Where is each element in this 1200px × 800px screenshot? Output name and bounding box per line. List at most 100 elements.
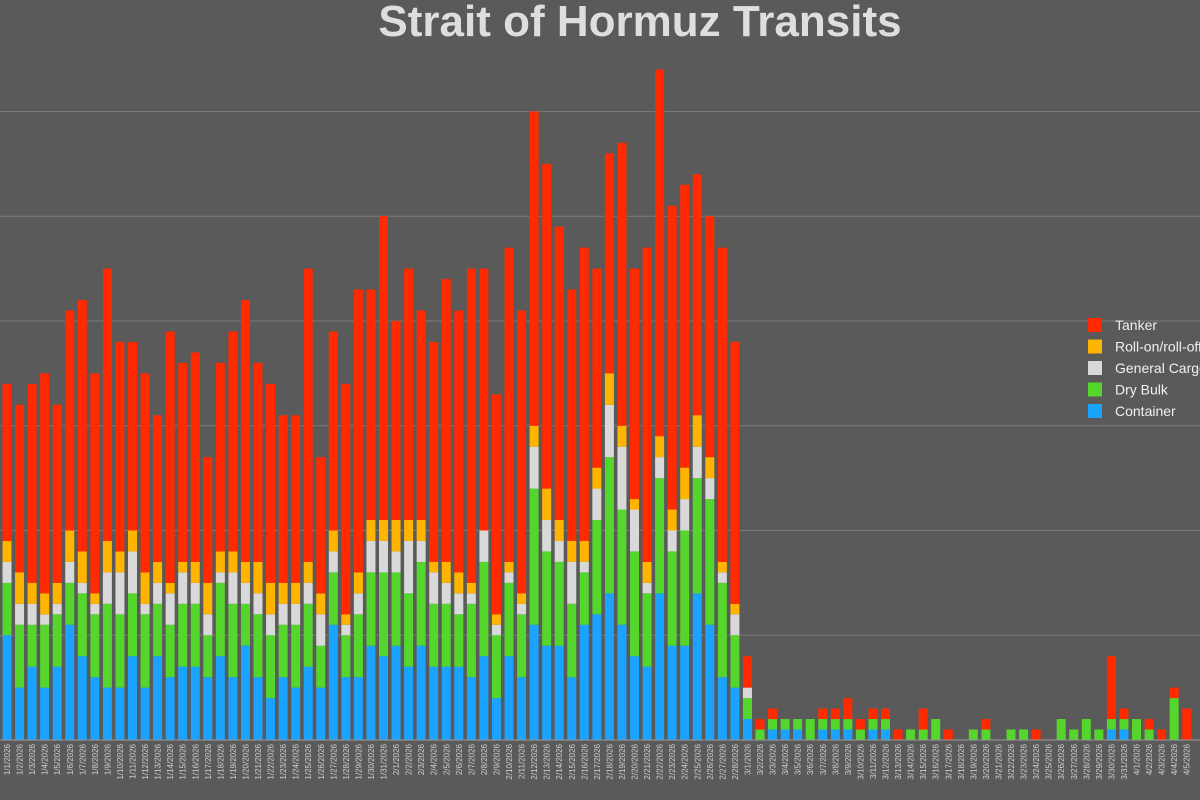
bar-segment [77, 582, 87, 594]
bar-segment [341, 614, 351, 625]
bar-segment [203, 614, 213, 636]
bar-segment [680, 530, 690, 646]
bar-segment [1119, 729, 1129, 740]
bar-segment [379, 520, 388, 541]
bar-segment [692, 478, 702, 594]
bar-segment [604, 373, 614, 405]
bar-segment [90, 677, 100, 740]
bar-segment [266, 635, 276, 699]
bar-segment [102, 687, 112, 740]
bar-segment [266, 698, 276, 740]
bar-segment [228, 677, 238, 740]
bar-segment [466, 593, 476, 604]
bar-segment [316, 457, 326, 594]
bar-segment [855, 719, 865, 730]
bar-segment [316, 593, 326, 615]
x-tick-label: 3/2/2026 [756, 743, 765, 775]
bar-segment [705, 624, 715, 740]
bar-segment [240, 300, 250, 562]
bar-segment [429, 572, 439, 604]
bar-segment [742, 687, 752, 699]
bar-segment [391, 645, 401, 740]
x-tick-label: 2/13/2026 [543, 743, 552, 779]
bar-segment [1006, 729, 1016, 740]
bar-segment [2, 383, 12, 541]
bar-segment [366, 645, 376, 740]
bar-segment [554, 561, 564, 646]
bar-segment [630, 509, 639, 552]
bar-segment [291, 624, 301, 688]
bar-segment [730, 603, 740, 615]
bar-segment [203, 582, 213, 615]
bar-segment [65, 561, 75, 583]
bar-segment [77, 551, 87, 583]
bar-segment [893, 729, 903, 740]
bar-segment [228, 603, 238, 678]
bar-segment [404, 666, 414, 740]
bar-segment [667, 530, 677, 552]
bar-segment [855, 729, 865, 740]
bar-segment [77, 593, 87, 657]
bar-segment [667, 509, 677, 531]
bar-segment [253, 614, 263, 678]
bar-segment [630, 656, 639, 740]
x-tick-label: 1/14/2026 [166, 743, 175, 779]
bar-segment [40, 614, 50, 625]
bar-segment [642, 593, 652, 667]
x-tick-label: 1/8/2026 [91, 743, 100, 775]
bar-segment [441, 561, 451, 583]
bar-segment [15, 687, 25, 740]
bar-segment [768, 708, 778, 720]
x-tick-label: 1/28/2026 [342, 743, 351, 779]
bar-segment [278, 415, 288, 583]
bar-segment [366, 520, 376, 541]
bar-segment [517, 593, 527, 604]
x-tick-label: 2/14/2026 [555, 743, 564, 779]
bar-segment [755, 719, 765, 730]
bar-segment [165, 593, 175, 625]
bar-segment [567, 561, 577, 604]
bar-segment [717, 677, 727, 740]
bar-segment [830, 729, 840, 740]
bar-segment [140, 373, 150, 573]
x-tick-label: 2/3/2026 [417, 743, 426, 775]
x-tick-label: 2/19/2026 [618, 743, 627, 779]
bar-segment [353, 677, 363, 740]
bar-segment [742, 656, 752, 688]
bar-segment [404, 520, 414, 541]
bar-segment [604, 593, 614, 740]
bar-segment [454, 310, 464, 573]
bar-segment [115, 687, 125, 740]
bar-segment [642, 666, 652, 740]
x-tick-label: 3/14/2026 [907, 743, 916, 779]
x-tick-label: 3/22/2026 [1007, 743, 1016, 779]
bar-segment [215, 362, 225, 552]
bar-segment [178, 603, 188, 667]
bar-segment [40, 624, 50, 688]
bar-segment [1094, 729, 1104, 740]
bar-segment [128, 656, 137, 740]
bar-segment [655, 593, 665, 740]
bar-segment [655, 69, 665, 437]
bar-segment [504, 572, 514, 583]
bar-segment [291, 687, 301, 740]
x-tick-label: 2/1/2026 [392, 743, 401, 775]
legend-label: General Cargo [1115, 360, 1200, 376]
bar-segment [818, 708, 828, 720]
bar-segment [504, 247, 514, 562]
x-tick-label: 3/20/2026 [982, 743, 991, 779]
bar-segment [1106, 656, 1116, 720]
bar-segment [303, 582, 313, 604]
legend-label: Tanker [1115, 317, 1157, 333]
bar-segment [466, 677, 476, 740]
x-tick-label: 3/27/2026 [1070, 743, 1079, 779]
bar-segment [768, 719, 778, 730]
x-tick-label: 3/9/2026 [844, 743, 853, 775]
bar-segment [178, 561, 188, 573]
bar-segment [90, 593, 100, 604]
bar-segment [717, 247, 727, 562]
bar-segment [642, 247, 652, 562]
bar-segment [366, 289, 376, 521]
bar-segment [491, 624, 501, 636]
bar-segment [592, 467, 602, 489]
